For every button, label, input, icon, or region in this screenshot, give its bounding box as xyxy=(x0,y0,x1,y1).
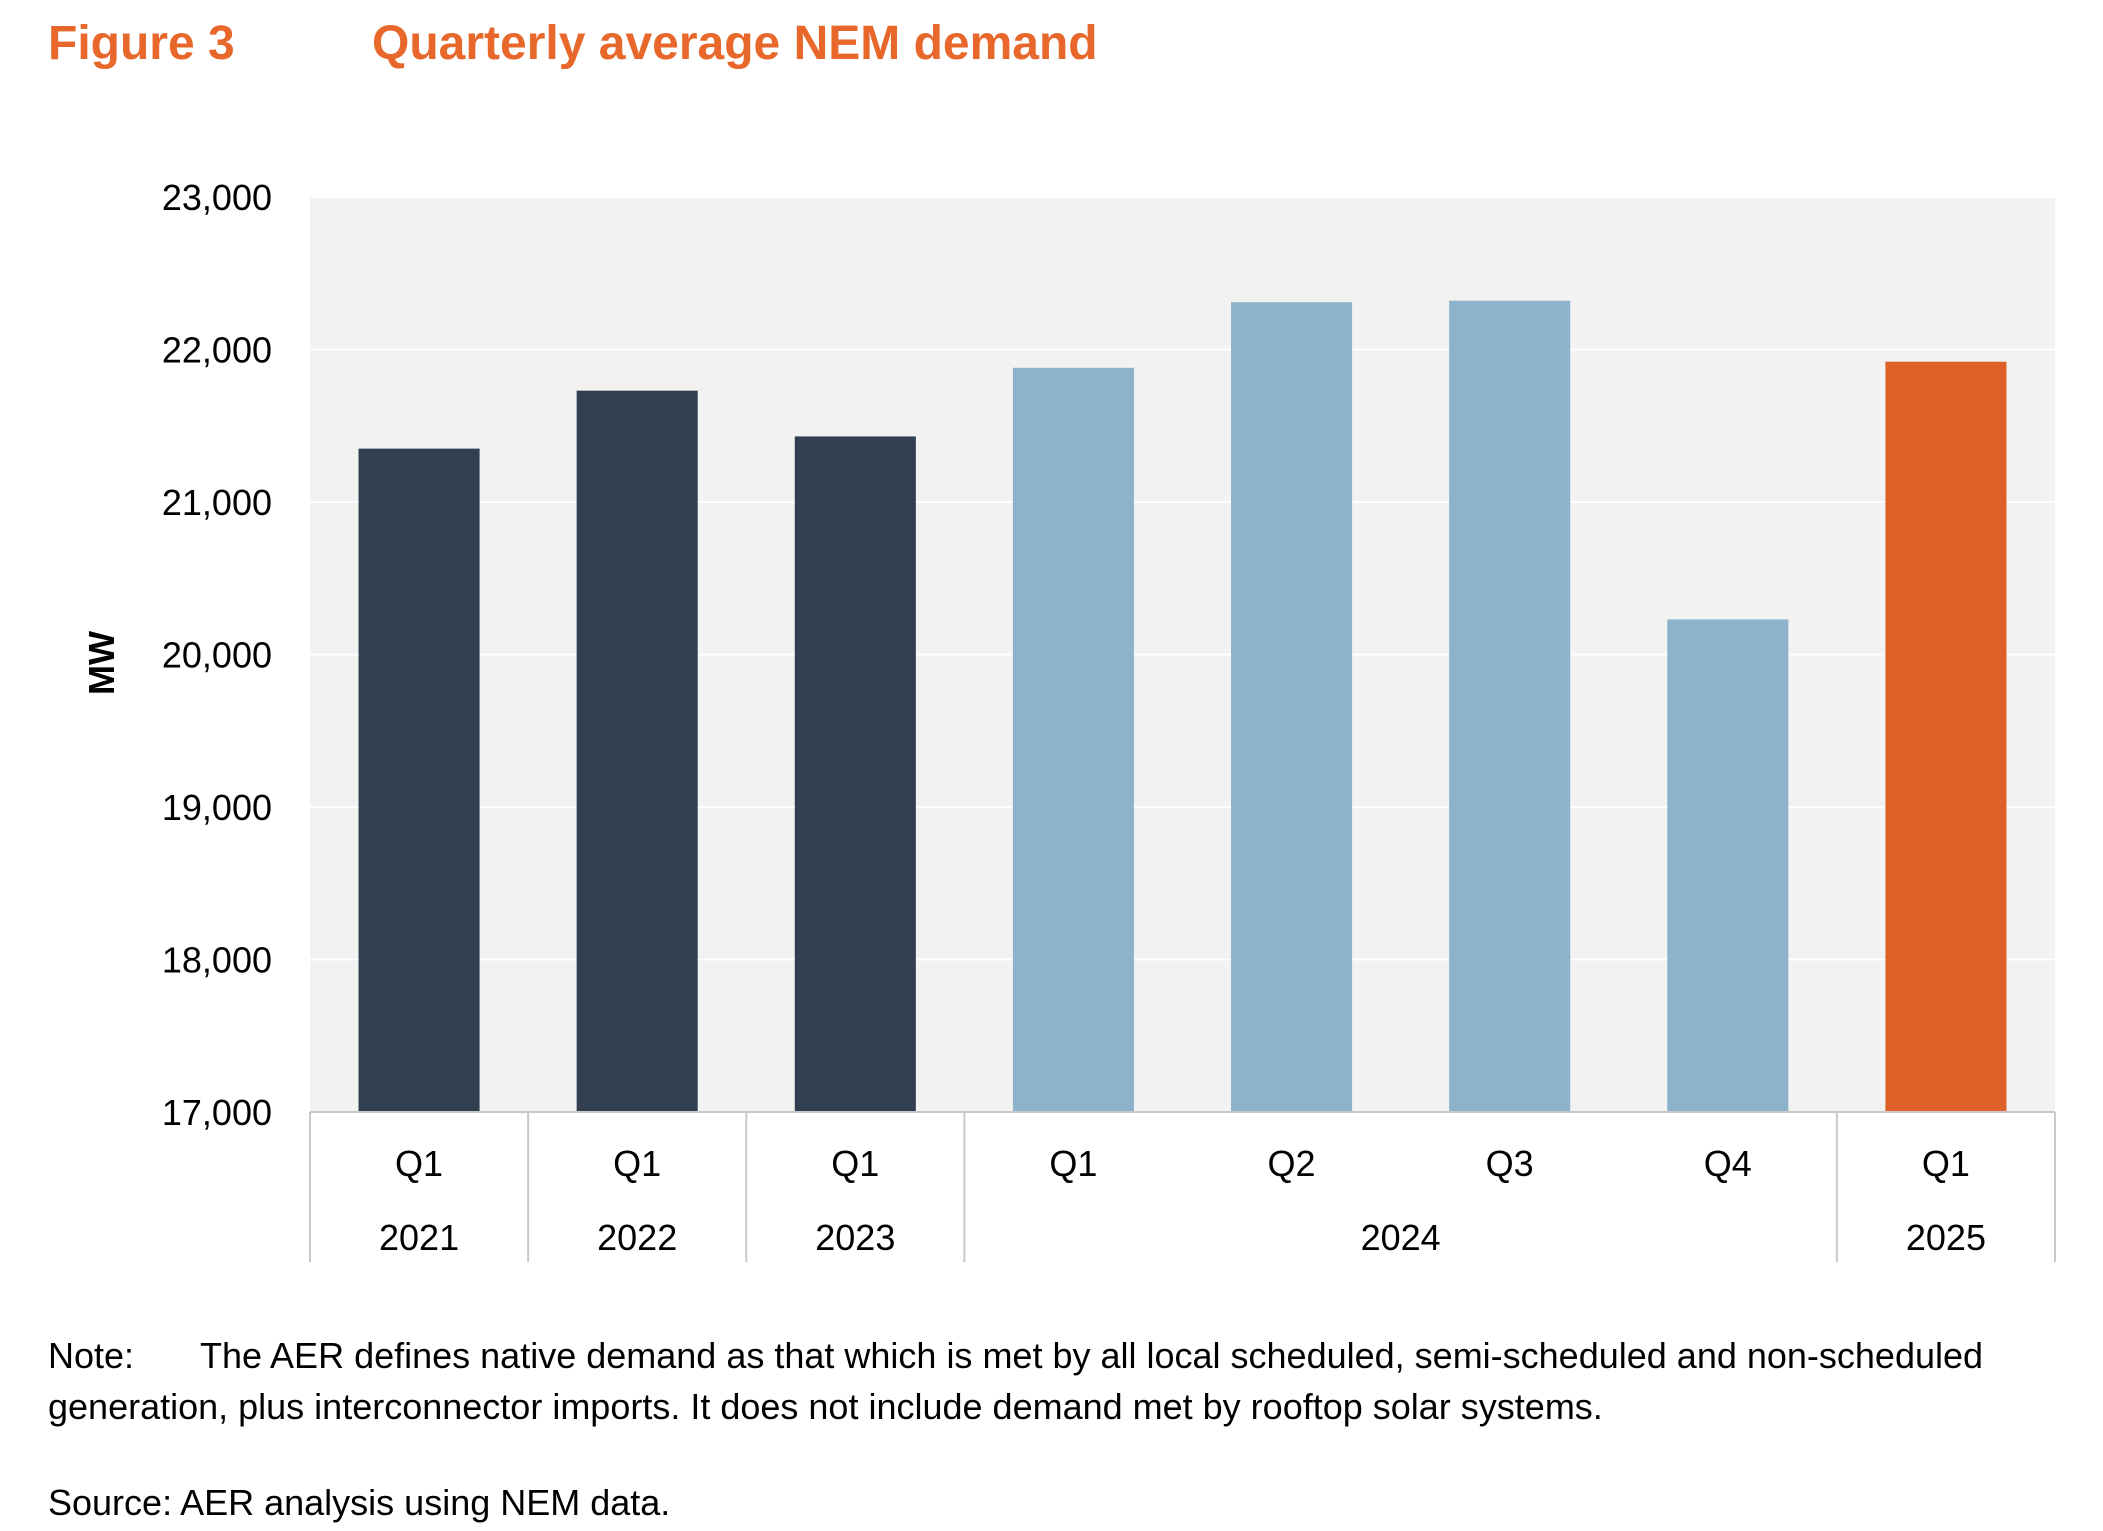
x-axis: Q1 Q1 Q1 Q1 Q2 Q3 Q4 Q1 2021 2022 2023 2024 2025 xyxy=(309,1111,2056,1262)
x-group-label: 2021 xyxy=(379,1217,459,1258)
bar xyxy=(1449,300,1571,1112)
figure-title: Quarterly average NEM demand xyxy=(372,17,1098,70)
chart-note: Note: The AER defines native demand as th… xyxy=(48,1330,2058,1432)
bars xyxy=(358,300,2007,1113)
bar xyxy=(794,436,916,1112)
y-tick-label: 18,000 xyxy=(162,940,272,981)
bar xyxy=(1667,619,1789,1112)
x-tick-label: Q1 xyxy=(1049,1143,1097,1184)
bar xyxy=(358,448,480,1112)
y-tick-label: 23,000 xyxy=(162,177,272,218)
y-tick-label: 20,000 xyxy=(162,635,272,676)
y-tick-label: 22,000 xyxy=(162,330,272,371)
x-group-label: 2022 xyxy=(597,1217,677,1258)
x-tick-label: Q1 xyxy=(395,1143,443,1184)
y-axis-ticks: 17,000 18,000 19,000 20,000 21,000 22,000 23,0… xyxy=(162,177,272,1133)
bar-chart: 17,000 18,000 19,000 20,000 21,000 22,000 23,0… xyxy=(81,177,2056,1262)
bar xyxy=(1231,302,1353,1113)
note-text: The AER defines native demand as that wh… xyxy=(48,1335,1984,1427)
x-group-label: 2024 xyxy=(1361,1217,1441,1258)
x-tick-label: Q4 xyxy=(1704,1143,1752,1184)
x-tick-label: Q2 xyxy=(1268,1143,1316,1184)
chart-source: Source: AER analysis using NEM data. xyxy=(48,1482,671,1523)
figure-number: Figure 3 xyxy=(48,17,235,70)
y-axis-label: MW xyxy=(81,631,122,695)
x-group-label: 2025 xyxy=(1906,1217,1986,1258)
x-tick-label: Q1 xyxy=(1922,1143,1970,1184)
y-tick-label: 21,000 xyxy=(162,482,272,523)
x-tick-label: Q1 xyxy=(613,1143,661,1184)
x-group-label: 2023 xyxy=(815,1217,895,1258)
y-tick-label: 17,000 xyxy=(162,1092,272,1133)
x-tick-label: Q3 xyxy=(1486,1143,1534,1184)
note-label: Note: xyxy=(48,1335,135,1376)
y-tick-label: 19,000 xyxy=(162,787,272,828)
bar xyxy=(1885,361,2007,1112)
bar xyxy=(1012,367,1134,1112)
x-tick-label: Q1 xyxy=(831,1143,879,1184)
bar xyxy=(576,390,698,1112)
